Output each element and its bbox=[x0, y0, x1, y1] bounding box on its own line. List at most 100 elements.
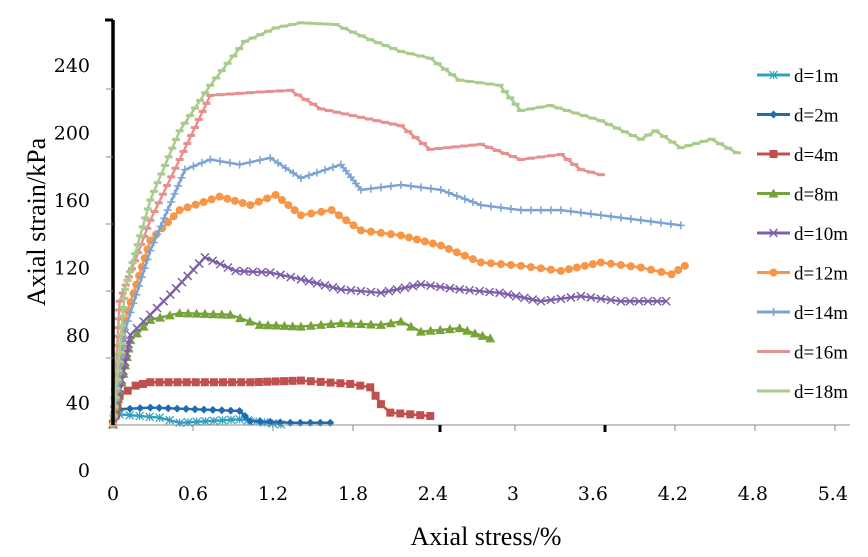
data-point bbox=[462, 325, 473, 335]
data-point bbox=[231, 266, 241, 276]
data-point bbox=[208, 405, 217, 414]
data-point bbox=[412, 235, 421, 244]
data-point bbox=[511, 291, 521, 301]
data-point bbox=[643, 296, 653, 306]
data-point bbox=[326, 378, 335, 387]
data-point bbox=[674, 266, 683, 275]
data-point bbox=[132, 323, 142, 333]
data-point bbox=[626, 214, 635, 223]
data-point bbox=[200, 378, 209, 387]
legend-label: d=16m bbox=[794, 343, 848, 364]
data-point bbox=[306, 377, 315, 386]
data-point bbox=[566, 292, 576, 302]
data-point bbox=[266, 153, 275, 162]
data-point bbox=[455, 284, 465, 294]
data-point bbox=[167, 198, 176, 207]
data-point bbox=[556, 206, 565, 215]
data-point bbox=[506, 204, 515, 213]
data-point bbox=[386, 408, 395, 417]
data-point bbox=[336, 379, 345, 388]
y-axis-label: Axial strain/kPa bbox=[22, 137, 51, 306]
data-point bbox=[145, 310, 155, 320]
data-point bbox=[420, 237, 429, 246]
data-point bbox=[400, 283, 410, 293]
legend-label: d=4m bbox=[794, 145, 839, 166]
data-point bbox=[263, 194, 272, 203]
data-point bbox=[317, 207, 326, 216]
y-tick-label: 40 bbox=[66, 393, 90, 415]
data-point bbox=[125, 330, 135, 340]
data-point bbox=[216, 309, 227, 319]
data-point bbox=[366, 287, 376, 297]
data-point bbox=[277, 196, 286, 204]
data-point bbox=[345, 318, 356, 328]
data-point bbox=[666, 220, 675, 229]
data-point bbox=[546, 206, 555, 215]
data-point bbox=[395, 316, 406, 326]
data-point bbox=[606, 295, 616, 305]
data-point bbox=[191, 200, 200, 209]
plot-area bbox=[108, 21, 741, 429]
data-point bbox=[371, 391, 380, 400]
x-tick-label: 4.8 bbox=[738, 483, 768, 505]
x-tick-label: 1.2 bbox=[258, 483, 288, 505]
data-point bbox=[408, 281, 418, 291]
data-point bbox=[506, 260, 515, 269]
data-point bbox=[275, 270, 286, 280]
data-point bbox=[164, 378, 173, 387]
data-point bbox=[276, 418, 285, 427]
data-point bbox=[556, 266, 565, 275]
data-point bbox=[460, 194, 469, 203]
legend-item-d-10m: d=10m bbox=[757, 224, 848, 245]
y-tick-label: 200 bbox=[54, 123, 90, 145]
data-point bbox=[200, 416, 210, 426]
data-point bbox=[486, 202, 495, 211]
data-point bbox=[238, 198, 247, 207]
data-point bbox=[346, 379, 355, 388]
data-point bbox=[279, 320, 290, 330]
data-point bbox=[246, 378, 255, 387]
data-point bbox=[588, 260, 597, 269]
data-point bbox=[312, 278, 322, 288]
data-point bbox=[327, 206, 336, 215]
data-point bbox=[265, 268, 275, 278]
series-line-d-16m bbox=[111, 89, 602, 425]
data-point bbox=[257, 267, 267, 277]
data-point bbox=[376, 288, 386, 298]
data-point bbox=[366, 227, 375, 236]
data-point bbox=[182, 404, 191, 413]
legend-label: d=1m bbox=[794, 66, 839, 87]
data-point bbox=[273, 158, 282, 167]
x-tick-label: 5.4 bbox=[818, 483, 848, 505]
data-point bbox=[219, 378, 228, 387]
data-point bbox=[149, 238, 158, 247]
data-point bbox=[131, 381, 140, 390]
data-point bbox=[468, 255, 477, 264]
data-point bbox=[452, 191, 461, 200]
legend-label: d=18m bbox=[794, 382, 848, 403]
legend-item-d-4m: d=4m bbox=[757, 145, 839, 166]
data-point bbox=[426, 281, 436, 291]
data-point bbox=[287, 321, 298, 331]
data-point bbox=[223, 194, 232, 203]
data-point bbox=[199, 405, 208, 414]
data-point bbox=[516, 261, 525, 270]
data-point bbox=[596, 211, 605, 220]
data-point bbox=[246, 201, 255, 210]
data-point bbox=[680, 261, 689, 270]
data-point bbox=[460, 251, 469, 260]
data-point bbox=[386, 182, 395, 191]
data-point bbox=[262, 320, 273, 330]
data-point bbox=[169, 212, 178, 221]
data-point bbox=[346, 173, 355, 182]
data-point bbox=[519, 293, 529, 303]
data-point bbox=[546, 265, 555, 274]
series-line-d-10m bbox=[111, 256, 667, 425]
data-point bbox=[406, 410, 415, 419]
data-point bbox=[435, 324, 446, 334]
data-point bbox=[138, 379, 147, 388]
data-point bbox=[661, 296, 671, 306]
data-point bbox=[143, 255, 152, 264]
data-point bbox=[320, 280, 330, 290]
